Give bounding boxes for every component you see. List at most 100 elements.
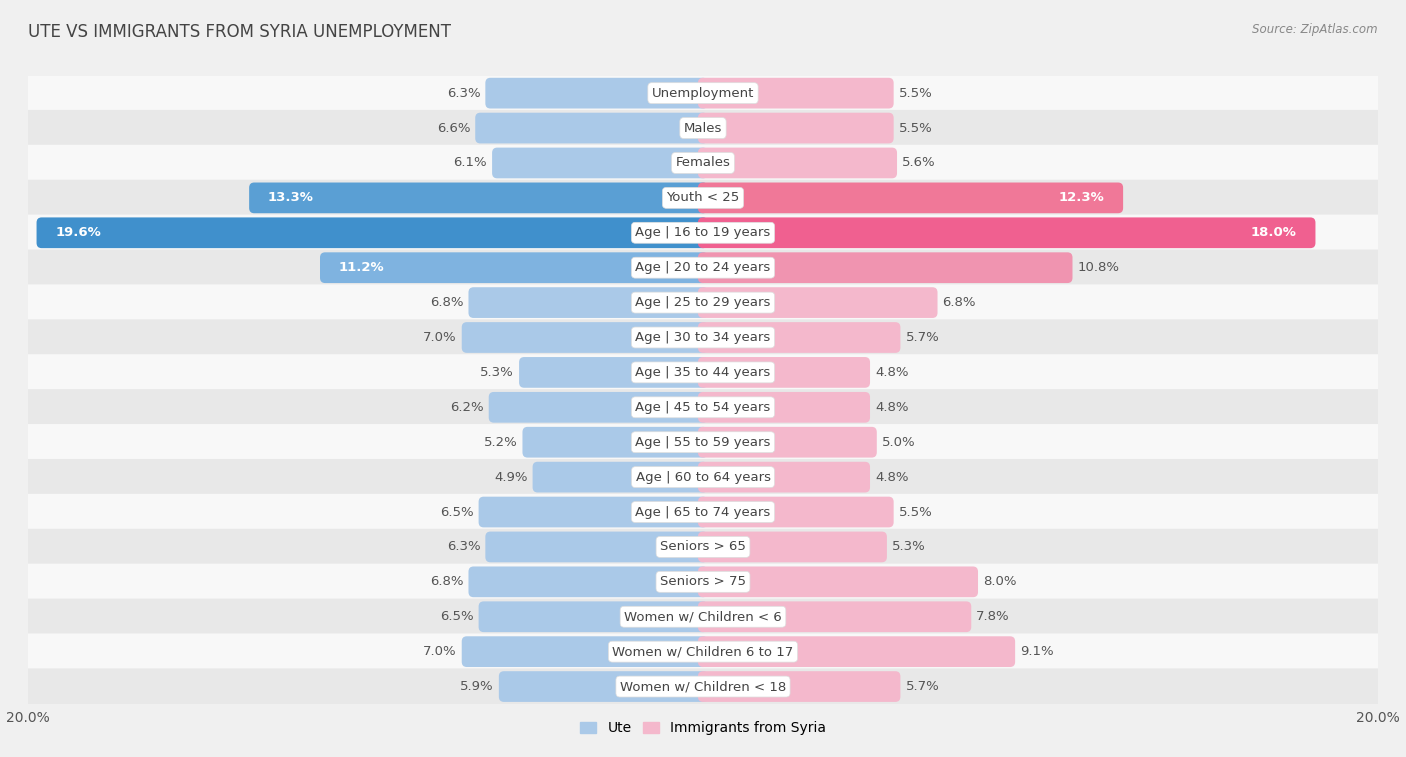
- Text: 7.0%: 7.0%: [423, 331, 457, 344]
- FancyBboxPatch shape: [28, 75, 1378, 111]
- FancyBboxPatch shape: [28, 319, 1378, 356]
- Text: 12.3%: 12.3%: [1059, 192, 1105, 204]
- FancyBboxPatch shape: [461, 637, 709, 667]
- Text: 13.3%: 13.3%: [267, 192, 314, 204]
- Text: 8.0%: 8.0%: [983, 575, 1017, 588]
- FancyBboxPatch shape: [697, 566, 979, 597]
- Text: Age | 30 to 34 years: Age | 30 to 34 years: [636, 331, 770, 344]
- FancyBboxPatch shape: [478, 601, 709, 632]
- Text: 6.8%: 6.8%: [942, 296, 976, 309]
- Text: 5.7%: 5.7%: [905, 331, 939, 344]
- FancyBboxPatch shape: [28, 110, 1378, 146]
- Text: 5.6%: 5.6%: [903, 157, 936, 170]
- FancyBboxPatch shape: [28, 285, 1378, 321]
- FancyBboxPatch shape: [697, 531, 887, 562]
- FancyBboxPatch shape: [697, 148, 897, 179]
- FancyBboxPatch shape: [37, 217, 709, 248]
- FancyBboxPatch shape: [468, 287, 709, 318]
- Text: Females: Females: [675, 157, 731, 170]
- Text: 6.5%: 6.5%: [440, 610, 474, 623]
- Text: 5.7%: 5.7%: [905, 680, 939, 693]
- Text: Males: Males: [683, 122, 723, 135]
- Text: 4.8%: 4.8%: [875, 471, 908, 484]
- Text: Source: ZipAtlas.com: Source: ZipAtlas.com: [1253, 23, 1378, 36]
- Text: 4.8%: 4.8%: [875, 366, 908, 379]
- Text: Age | 55 to 59 years: Age | 55 to 59 years: [636, 436, 770, 449]
- Text: Women w/ Children < 6: Women w/ Children < 6: [624, 610, 782, 623]
- Text: Age | 20 to 24 years: Age | 20 to 24 years: [636, 261, 770, 274]
- FancyBboxPatch shape: [697, 287, 938, 318]
- FancyBboxPatch shape: [697, 497, 894, 528]
- Text: 4.9%: 4.9%: [494, 471, 527, 484]
- Text: Age | 16 to 19 years: Age | 16 to 19 years: [636, 226, 770, 239]
- Text: 6.1%: 6.1%: [453, 157, 486, 170]
- Text: 18.0%: 18.0%: [1251, 226, 1296, 239]
- Text: 5.3%: 5.3%: [481, 366, 515, 379]
- Text: 11.2%: 11.2%: [339, 261, 384, 274]
- Text: 6.3%: 6.3%: [447, 86, 481, 100]
- FancyBboxPatch shape: [485, 78, 709, 108]
- Text: Seniors > 65: Seniors > 65: [659, 540, 747, 553]
- Legend: Ute, Immigrants from Syria: Ute, Immigrants from Syria: [574, 716, 832, 741]
- Text: 6.8%: 6.8%: [430, 296, 464, 309]
- Text: 4.8%: 4.8%: [875, 400, 908, 414]
- Text: UTE VS IMMIGRANTS FROM SYRIA UNEMPLOYMENT: UTE VS IMMIGRANTS FROM SYRIA UNEMPLOYMEN…: [28, 23, 451, 41]
- FancyBboxPatch shape: [28, 634, 1378, 670]
- Text: Age | 35 to 44 years: Age | 35 to 44 years: [636, 366, 770, 379]
- Text: 6.6%: 6.6%: [437, 122, 470, 135]
- Text: 5.2%: 5.2%: [484, 436, 517, 449]
- Text: 6.2%: 6.2%: [450, 400, 484, 414]
- FancyBboxPatch shape: [697, 392, 870, 422]
- FancyBboxPatch shape: [28, 564, 1378, 600]
- FancyBboxPatch shape: [697, 252, 1073, 283]
- FancyBboxPatch shape: [697, 601, 972, 632]
- Text: 5.5%: 5.5%: [898, 122, 932, 135]
- Text: 6.5%: 6.5%: [440, 506, 474, 519]
- Text: 10.8%: 10.8%: [1077, 261, 1119, 274]
- FancyBboxPatch shape: [697, 637, 1015, 667]
- FancyBboxPatch shape: [28, 459, 1378, 495]
- FancyBboxPatch shape: [28, 494, 1378, 530]
- Text: 5.9%: 5.9%: [460, 680, 494, 693]
- FancyBboxPatch shape: [28, 250, 1378, 286]
- Text: 5.0%: 5.0%: [882, 436, 915, 449]
- Text: Seniors > 75: Seniors > 75: [659, 575, 747, 588]
- FancyBboxPatch shape: [249, 182, 709, 213]
- Text: Women w/ Children < 18: Women w/ Children < 18: [620, 680, 786, 693]
- Text: Women w/ Children 6 to 17: Women w/ Children 6 to 17: [613, 645, 793, 658]
- Text: Age | 25 to 29 years: Age | 25 to 29 years: [636, 296, 770, 309]
- FancyBboxPatch shape: [697, 78, 894, 108]
- Text: 9.1%: 9.1%: [1021, 645, 1054, 658]
- FancyBboxPatch shape: [492, 148, 709, 179]
- FancyBboxPatch shape: [28, 215, 1378, 251]
- FancyBboxPatch shape: [489, 392, 709, 422]
- Text: Unemployment: Unemployment: [652, 86, 754, 100]
- Text: 19.6%: 19.6%: [55, 226, 101, 239]
- FancyBboxPatch shape: [28, 529, 1378, 565]
- FancyBboxPatch shape: [468, 566, 709, 597]
- FancyBboxPatch shape: [697, 113, 894, 143]
- FancyBboxPatch shape: [461, 322, 709, 353]
- FancyBboxPatch shape: [28, 179, 1378, 216]
- FancyBboxPatch shape: [697, 357, 870, 388]
- FancyBboxPatch shape: [475, 113, 709, 143]
- FancyBboxPatch shape: [523, 427, 709, 457]
- Text: 7.8%: 7.8%: [976, 610, 1010, 623]
- Text: Age | 60 to 64 years: Age | 60 to 64 years: [636, 471, 770, 484]
- FancyBboxPatch shape: [697, 671, 900, 702]
- FancyBboxPatch shape: [697, 182, 1123, 213]
- Text: 5.5%: 5.5%: [898, 506, 932, 519]
- Text: Age | 45 to 54 years: Age | 45 to 54 years: [636, 400, 770, 414]
- Text: 5.3%: 5.3%: [891, 540, 925, 553]
- Text: Age | 65 to 74 years: Age | 65 to 74 years: [636, 506, 770, 519]
- Text: 6.8%: 6.8%: [430, 575, 464, 588]
- FancyBboxPatch shape: [533, 462, 709, 493]
- Text: 6.3%: 6.3%: [447, 540, 481, 553]
- FancyBboxPatch shape: [697, 217, 1316, 248]
- Text: Youth < 25: Youth < 25: [666, 192, 740, 204]
- FancyBboxPatch shape: [697, 322, 900, 353]
- Text: 7.0%: 7.0%: [423, 645, 457, 658]
- FancyBboxPatch shape: [28, 424, 1378, 460]
- Text: 5.5%: 5.5%: [898, 86, 932, 100]
- FancyBboxPatch shape: [697, 427, 877, 457]
